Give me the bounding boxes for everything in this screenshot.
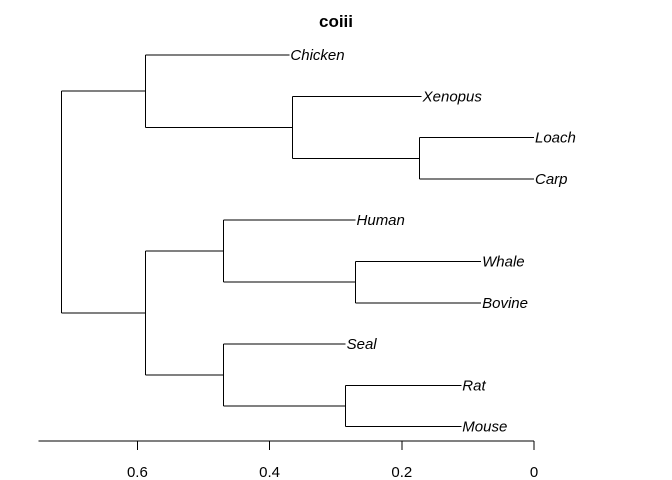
- leaf-label: Bovine: [482, 295, 528, 312]
- leaf-label: Whale: [482, 254, 525, 271]
- leaf-label: Rat: [462, 377, 486, 394]
- axis-tick-label: 0.2: [391, 464, 412, 480]
- axis-tick-label: 0.4: [259, 464, 280, 480]
- leaf-label: Xenopus: [422, 88, 483, 105]
- chart-title: coiii: [319, 12, 353, 31]
- leaf-label: Human: [357, 212, 405, 229]
- branches: [60, 54, 534, 428]
- leaf-label: Loach: [535, 130, 576, 147]
- axis-tick-label: 0.6: [127, 464, 148, 480]
- leaf-labels: Chicken Xenopus Loach Carp Human Whale Bovine S…: [290, 47, 575, 436]
- x-axis: 0.6 0.4 0.2 0: [38, 440, 538, 480]
- leaf-label: Mouse: [462, 419, 507, 436]
- leaf-label: Seal: [347, 336, 378, 353]
- leaf-label: Chicken: [290, 47, 344, 64]
- leaf-label: Carp: [535, 171, 568, 188]
- axis-tick-label: 0: [530, 464, 538, 480]
